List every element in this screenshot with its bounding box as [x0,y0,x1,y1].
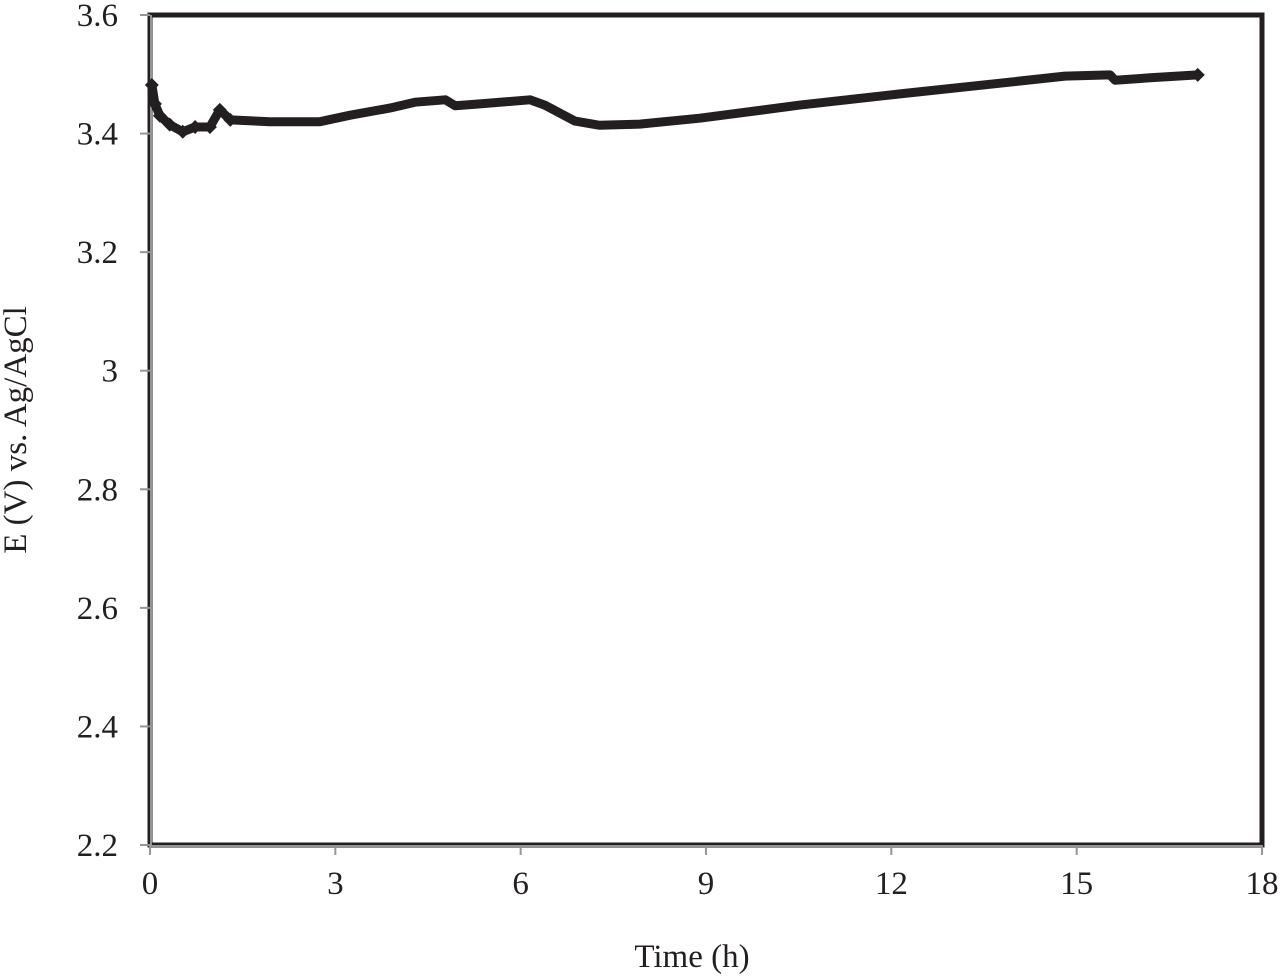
y-tick-label: 3.2 [77,235,118,271]
data-point-marker [144,77,159,92]
data-point-marker [162,117,177,132]
data-point-marker [152,108,167,123]
y-tick-label: 2.4 [77,709,118,745]
data-point-marker [147,96,162,111]
y-axis-ticks: 2.2 2.4 2.6 2.8 3 3.2 3.4 3.6 [77,0,150,864]
data-point-marker [202,120,217,135]
y-axis-title: E (V) vs. Ag/AgCl [0,306,34,554]
y-tick-label: 3 [102,354,119,390]
y-tick-label: 2.6 [77,591,118,627]
y-tick-label: 2.8 [77,472,118,508]
x-axis-title: Time (h) [634,939,749,975]
y-tick-label: 3.6 [77,0,118,34]
x-tick-label: 6 [512,866,529,902]
series-line [147,70,1203,137]
y-tick-label: 2.2 [77,828,118,864]
x-axis-ticks: 0 3 6 9 12 15 18 [142,845,1279,902]
x-tick-label: 3 [327,866,344,902]
data-point-marker [212,102,227,117]
data-point-marker [175,124,190,139]
x-tick-label: 18 [1246,866,1279,902]
x-tick-label: 12 [875,866,908,902]
plot-border [147,12,1265,848]
y-tick-label: 3.4 [77,117,118,153]
data-series [144,67,1205,139]
x-tick-label: 0 [142,866,159,902]
data-point-marker [1190,67,1205,82]
plot-frame [147,12,1265,848]
x-tick-label: 9 [698,866,715,902]
x-tick-label: 15 [1060,866,1093,902]
data-point-marker [223,112,238,127]
data-point-marker [188,120,203,135]
